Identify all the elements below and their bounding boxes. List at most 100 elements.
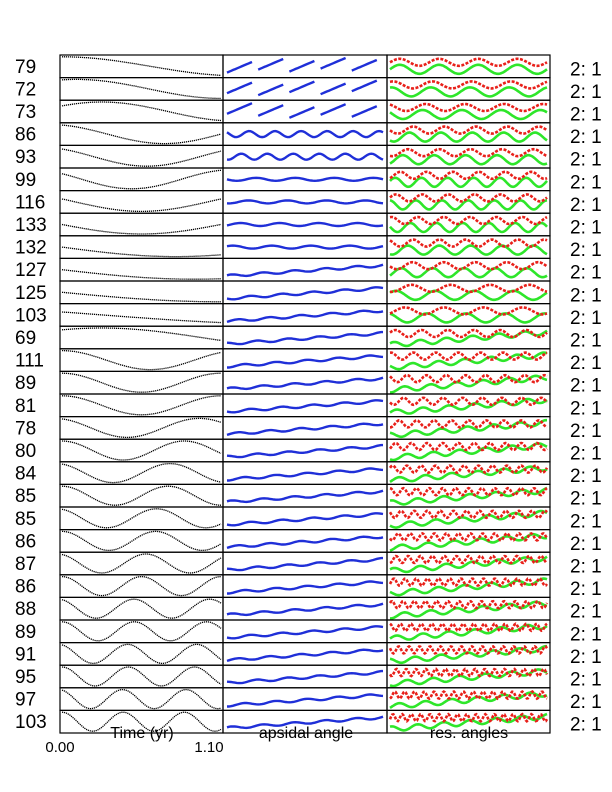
row-label: 79 xyxy=(15,57,36,78)
panel-row xyxy=(59,438,551,463)
res-angle-green xyxy=(389,418,547,439)
resonance-label: 2: 1 xyxy=(570,692,602,713)
apsidal-curve xyxy=(226,489,384,504)
res-angle-red xyxy=(389,147,548,158)
res-angle-red xyxy=(389,554,548,565)
res-angle-red xyxy=(389,125,548,135)
orbit-curve xyxy=(61,101,222,122)
panel-row xyxy=(59,551,551,576)
orbit-curve xyxy=(61,553,222,574)
apsidal-curve xyxy=(226,330,383,346)
res-angle-red xyxy=(389,260,548,271)
orbit-curve xyxy=(61,269,222,280)
row-label: 80 xyxy=(15,441,36,462)
orbit-curve xyxy=(61,169,222,190)
resonance-label: 2: 1 xyxy=(570,331,602,352)
res-angle-red xyxy=(389,170,548,181)
orbit-curve xyxy=(61,223,222,235)
row-label: 89 xyxy=(15,373,36,394)
panel-row xyxy=(59,235,551,260)
res-angle-red xyxy=(389,80,548,90)
res-angle-green xyxy=(389,509,548,529)
orbit-curve xyxy=(61,575,222,597)
res-angle-green xyxy=(389,555,548,574)
resonance-label: 2: 1 xyxy=(570,398,602,419)
row-label: 86 xyxy=(15,577,36,598)
panel-row xyxy=(59,483,551,508)
resonance-label: 2: 1 xyxy=(570,240,602,261)
orbit-curve xyxy=(62,485,221,506)
panel-row xyxy=(59,664,551,689)
orbit-curve xyxy=(62,395,221,416)
apsidal-curve xyxy=(227,580,384,595)
apsidal-curve xyxy=(226,443,383,459)
apsidal-curve xyxy=(226,309,384,324)
orbit-curve xyxy=(61,124,222,145)
panel-frame xyxy=(59,54,224,79)
panel-row xyxy=(59,144,551,169)
row-label: 97 xyxy=(15,690,36,711)
apsidal-curve xyxy=(226,286,384,301)
panel-frame xyxy=(222,438,388,463)
panel-row xyxy=(59,506,551,531)
apsidal-segment xyxy=(320,56,347,70)
resonance-label: 2: 1 xyxy=(570,715,602,736)
res-angle-red xyxy=(389,193,548,203)
panel-frame xyxy=(59,280,224,305)
panel-frame xyxy=(59,641,224,666)
panel-frame xyxy=(59,438,224,463)
panel-row xyxy=(59,641,551,666)
res-angle-red xyxy=(389,283,548,294)
apsidal-curve xyxy=(226,244,384,250)
orbit-curve xyxy=(62,440,222,461)
row-label: 84 xyxy=(15,464,37,485)
apsidal-curve xyxy=(226,199,384,205)
panel-frame xyxy=(386,54,551,79)
res-angle-red xyxy=(389,373,548,384)
row-label: 133 xyxy=(15,215,47,236)
resonance-label: 2: 1 xyxy=(570,534,602,555)
res-angle-red xyxy=(389,306,548,316)
resonance-label: 2: 1 xyxy=(570,602,602,623)
panel-frame xyxy=(59,574,224,598)
res-angle-red xyxy=(389,351,548,361)
row-label: 95 xyxy=(15,667,36,688)
res-angle-green xyxy=(389,623,548,641)
res-angle-green xyxy=(389,86,548,98)
resonance-label: 2: 1 xyxy=(570,466,602,487)
row-label: 111 xyxy=(15,351,44,372)
res-angle-red xyxy=(389,622,548,633)
orbit-curve xyxy=(61,643,222,665)
panel-row xyxy=(59,528,551,553)
panel-frame xyxy=(59,190,224,214)
apsidal-curve xyxy=(226,376,384,391)
res-angle-red xyxy=(389,57,548,68)
apsidal-segment xyxy=(257,104,284,117)
orbit-curve xyxy=(61,148,222,167)
apsidal-curve xyxy=(227,354,384,369)
res-angle-red xyxy=(389,486,548,497)
panel-frame xyxy=(59,325,224,350)
row-label: 73 xyxy=(15,102,36,123)
res-angle-green xyxy=(389,108,548,121)
resonance-label: 2: 1 xyxy=(570,353,602,374)
res-angle-green xyxy=(389,312,548,324)
res-angle-green xyxy=(389,131,548,143)
res-angle-green xyxy=(389,221,548,234)
resonance-label: 2: 1 xyxy=(570,218,602,239)
orbit-panel-xlabel: Time (yr) xyxy=(110,725,173,742)
row-label: 85 xyxy=(15,486,36,507)
res-angle-red xyxy=(390,419,548,429)
apsidal-curve xyxy=(226,399,384,414)
apsidal-curve xyxy=(227,693,384,708)
row-label: 91 xyxy=(15,644,36,665)
panel-row xyxy=(59,416,551,440)
apsidal-curve xyxy=(226,715,384,730)
row-label: 88 xyxy=(15,599,36,620)
orbit-curve xyxy=(61,621,222,642)
panel-frame xyxy=(59,144,224,169)
resonance-label: 2: 1 xyxy=(570,670,602,691)
apsidal-segment xyxy=(257,57,284,71)
panel-row xyxy=(59,393,551,418)
